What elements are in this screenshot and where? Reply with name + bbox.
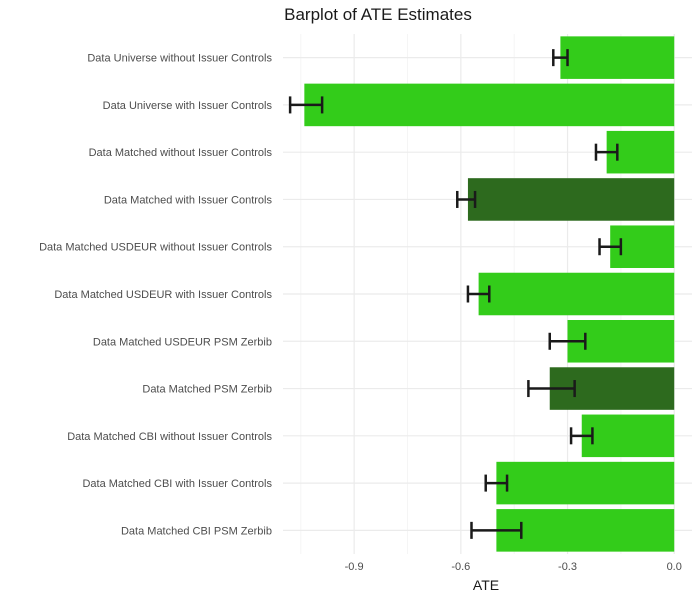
bar-4 bbox=[467, 178, 675, 221]
y-tick-label: Data Matched PSM Zerbib bbox=[142, 384, 272, 396]
x-tick-label: 0.0 bbox=[667, 561, 682, 573]
y-tick-label: Data Matched without Issuer Controls bbox=[89, 147, 273, 159]
bar-10 bbox=[496, 461, 675, 505]
bar-9 bbox=[581, 414, 675, 458]
bar-layer bbox=[304, 36, 675, 552]
bar-1 bbox=[560, 36, 675, 79]
x-tick-labels: -0.9 -0.6 -0.3 0.0 bbox=[345, 561, 682, 573]
y-tick-label: Data Matched with Issuer Controls bbox=[104, 194, 273, 206]
y-tick-label: Data Universe without Issuer Controls bbox=[87, 53, 272, 65]
bar-2 bbox=[304, 83, 675, 127]
y-tick-label: Data Matched CBI PSM Zerbib bbox=[121, 525, 272, 537]
y-tick-label: Data Universe with Issuer Controls bbox=[103, 100, 273, 112]
y-tick-label: Data Matched USDEUR PSM Zerbib bbox=[93, 336, 272, 348]
y-tick-label: Data Matched CBI without Issuer Controls bbox=[67, 431, 272, 443]
x-tick-label: -0.6 bbox=[451, 561, 470, 573]
x-axis-title: ATE bbox=[473, 577, 499, 593]
y-tick-labels: Data Universe without Issuer Controls Dat… bbox=[39, 53, 272, 538]
y-tick-label: Data Matched USDEUR without Issuer Contr… bbox=[39, 242, 272, 254]
y-tick-label: Data Matched USDEUR with Issuer Controls bbox=[54, 289, 272, 301]
bar-11 bbox=[496, 509, 675, 552]
error-bar-layer bbox=[288, 49, 623, 539]
bar-6 bbox=[478, 272, 675, 316]
chart-title: Barplot of ATE Estimates bbox=[284, 5, 472, 24]
y-tick-label: Data Matched CBI with Issuer Controls bbox=[82, 478, 272, 490]
x-tick-label: -0.9 bbox=[345, 561, 364, 573]
x-tick-label: -0.3 bbox=[558, 561, 577, 573]
